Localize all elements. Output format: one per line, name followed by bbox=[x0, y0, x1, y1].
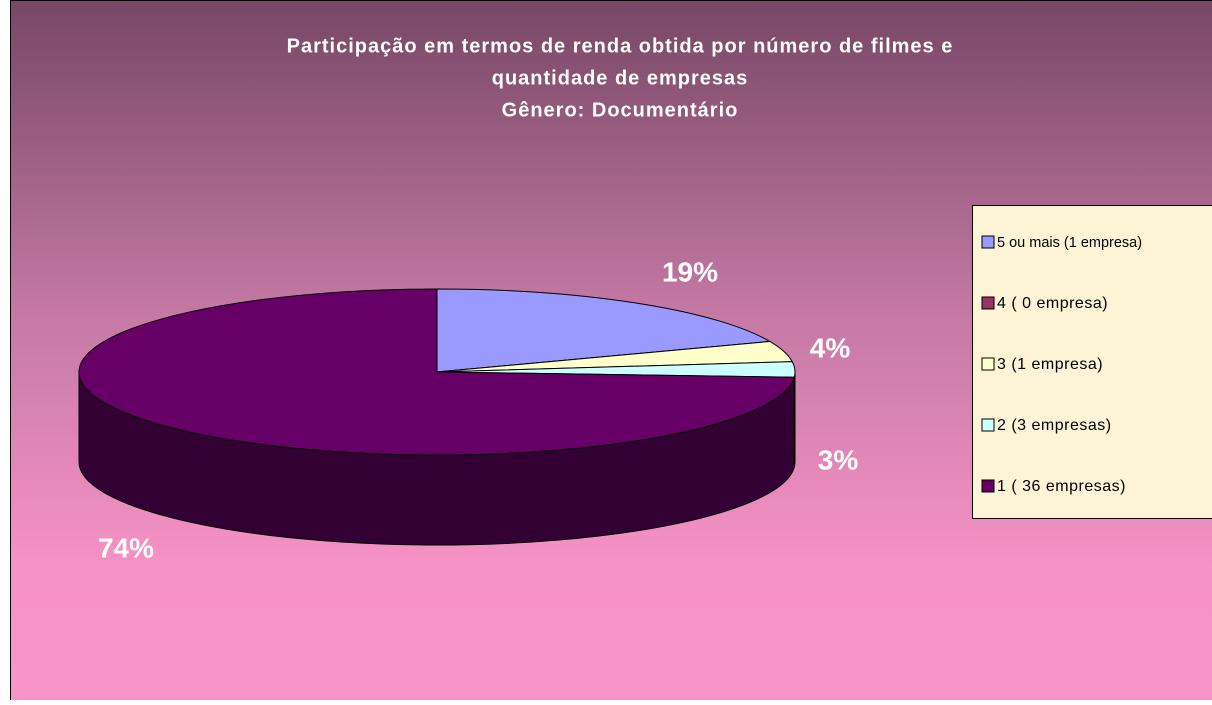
legend-label: 3 (1 empresa) bbox=[997, 356, 1103, 373]
legend-swatch bbox=[982, 236, 994, 248]
legend-label: 1 ( 36 empresas) bbox=[997, 478, 1126, 495]
legend-swatch bbox=[982, 297, 994, 309]
data-label: 19% bbox=[662, 256, 718, 287]
chart-title: quantidade de empresas bbox=[492, 67, 749, 89]
chart-title: Gênero: Documentário bbox=[502, 99, 739, 121]
legend-swatch bbox=[982, 480, 994, 492]
data-label: 4% bbox=[810, 332, 851, 363]
data-label: 3% bbox=[818, 444, 859, 475]
legend-label: 4 ( 0 empresa) bbox=[997, 295, 1108, 312]
legend-label: 2 (3 empresas) bbox=[997, 417, 1112, 434]
chart-title: Participação em termos de renda obtida p… bbox=[287, 35, 954, 57]
legend-swatch bbox=[982, 419, 994, 431]
legend-label: 5 ou mais (1 empresa) bbox=[997, 235, 1142, 251]
legend-swatch bbox=[982, 358, 994, 370]
data-label: 74% bbox=[98, 532, 154, 563]
